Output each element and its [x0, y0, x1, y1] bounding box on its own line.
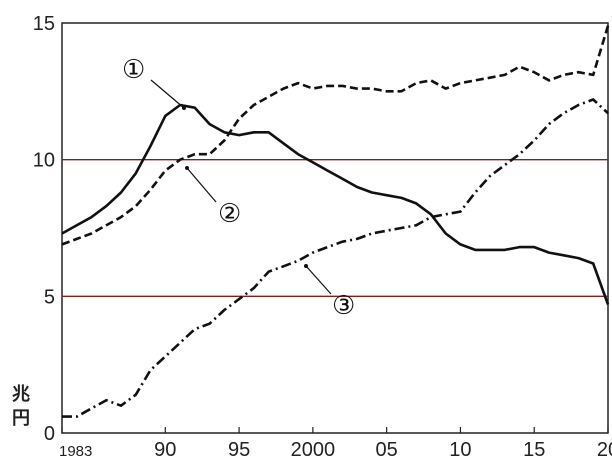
y-unit-char-2: 円 — [12, 408, 30, 429]
series-line-3 — [62, 98, 609, 418]
y-unit-char-1: 兆 — [12, 384, 30, 405]
y-tick-label: 5 — [44, 286, 55, 308]
series-2-leader-line — [186, 167, 217, 203]
x-tick-label: 05 — [376, 439, 398, 459]
series-1-marker-label: ① — [122, 55, 145, 85]
series-2-marker-label: ② — [218, 199, 241, 229]
x-tick-label: 20 — [597, 439, 612, 459]
plot-frame — [61, 22, 609, 434]
series-2-leader-dot — [185, 166, 189, 170]
x-tick-label: 90 — [154, 439, 176, 459]
series-1-leader-dot — [182, 106, 186, 110]
x-tick-label: 1983 — [59, 443, 92, 459]
x-tick-label: 15 — [523, 439, 545, 459]
series-line-2 — [61, 25, 610, 246]
y-tick-label: 15 — [33, 13, 55, 35]
x-tick-label: 95 — [228, 439, 250, 459]
series-3-leader-dot — [304, 264, 308, 268]
series-1-leader-line — [150, 79, 185, 109]
y-tick-label: 10 — [33, 150, 55, 172]
series-3-marker-label: ③ — [332, 291, 355, 321]
x-tick-label: 2000 — [291, 439, 336, 459]
x-tick-label: 10 — [449, 439, 471, 459]
series-line-1 — [61, 103, 610, 305]
series-3-leader-line — [305, 265, 332, 295]
y-tick-label: 0 — [44, 423, 55, 445]
